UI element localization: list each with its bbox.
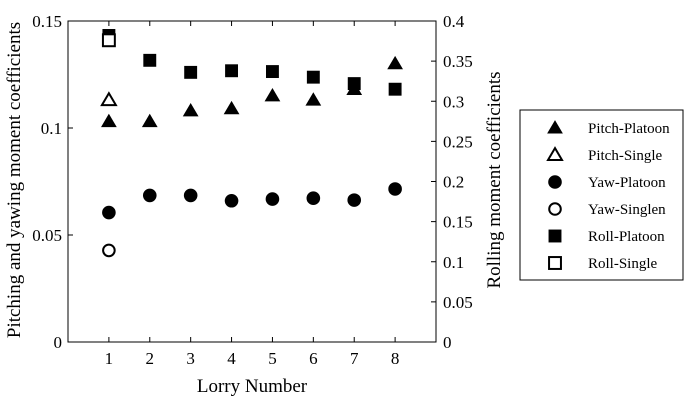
point-roll-single [101,33,116,48]
point-pitch-platoon [223,100,240,115]
bottom-axis: 1 2 3 4 5 6 7 8 [105,21,400,368]
point-roll-platoon [225,64,239,78]
point-yaw-platoon [224,193,239,208]
x-tick-label: 7 [350,349,359,368]
point-pitch-platoon [305,92,322,106]
x-tick-label: 6 [309,349,318,368]
left-axis: 0 0.05 0.1 0.15 [32,12,73,352]
point-yaw-platoon [183,188,198,203]
legend-label-pitch-single: Pitch-Single [588,148,663,164]
x-tick-label: 4 [227,349,236,368]
x-tick-label: 8 [391,349,400,368]
point-yaw-platoon [347,193,362,207]
point-roll-platoon [184,65,198,79]
legend-marker-pitch-platoon [547,120,563,134]
x-tick-label: 3 [186,349,195,368]
legend-marker-roll-platoon [548,229,562,243]
point-yaw-singlen [102,243,116,258]
legend-marker-roll-single [548,256,562,270]
left-tick-label: 0.05 [32,226,62,245]
x-tick-label: 2 [146,349,155,368]
legend-box [519,109,684,281]
right-axis: 0 0.05 0.1 0.15 0.2 0.25 0.3 0.35 0.4 [431,12,473,352]
series-roll-platoon [102,28,402,96]
point-pitch-platoon [387,55,403,70]
legend-marker-pitch-single [546,146,564,161]
point-yaw-platoon [102,205,116,220]
point-pitch-platoon [101,113,117,128]
x-tick-label: 1 [105,349,114,368]
left-axis-title: Pitching and yawing moment coefficients [4,22,25,338]
right-tick-label: 0.25 [443,132,473,151]
right-tick-label: 0.35 [443,52,473,71]
right-tick-label: 0.4 [443,12,465,31]
legend-label-roll-platoon: Roll-Platoon [588,229,665,245]
x-axis-title: Lorry Number [197,376,308,397]
x-tick-label: 5 [268,349,277,368]
series-yaw-platoon [102,182,402,220]
right-tick-label: 0.2 [443,173,464,192]
series-roll-single [101,33,116,48]
left-tick-label: 0.1 [41,119,62,138]
series-pitch-platoon [101,55,403,128]
legend: Pitch-Platoon Pitch-Single Yaw-Platoon Yaw-… [519,109,684,281]
point-yaw-platoon [306,191,321,205]
series-pitch-single [100,91,118,107]
point-roll-platoon [388,82,402,96]
point-yaw-platoon [388,182,402,196]
legend-marker-yaw-platoon [548,175,562,189]
point-yaw-platoon [142,188,157,203]
point-pitch-single [100,91,118,107]
right-tick-label: 0.15 [443,213,473,232]
legend-label-roll-single: Roll-Single [588,256,658,272]
legend-marker-yaw-singlen [548,202,562,216]
point-roll-platoon [306,70,320,84]
left-tick-label: 0.15 [32,12,62,31]
point-pitch-platoon [182,102,199,117]
left-tick-label: 0 [54,333,63,352]
legend-label-yaw-platoon: Yaw-Platoon [588,175,666,191]
point-roll-platoon [347,77,361,91]
right-tick-label: 0.1 [443,253,464,272]
series-yaw-singlen [102,243,116,258]
right-tick-label: 0.05 [443,293,473,312]
point-roll-platoon [143,53,157,67]
point-roll-platoon [265,65,279,79]
right-tick-label: 0.3 [443,92,464,111]
point-pitch-platoon [141,113,158,128]
point-pitch-platoon [264,88,281,102]
right-tick-label: 0 [443,333,452,352]
plot-area [67,20,437,343]
legend-label-pitch-platoon: Pitch-Platoon [588,121,670,137]
plot-frame [67,20,437,343]
legend-label-yaw-singlen: Yaw-Singlen [588,202,666,218]
point-yaw-platoon [265,192,280,206]
right-axis-title: Rolling moment coefficients [484,71,505,288]
